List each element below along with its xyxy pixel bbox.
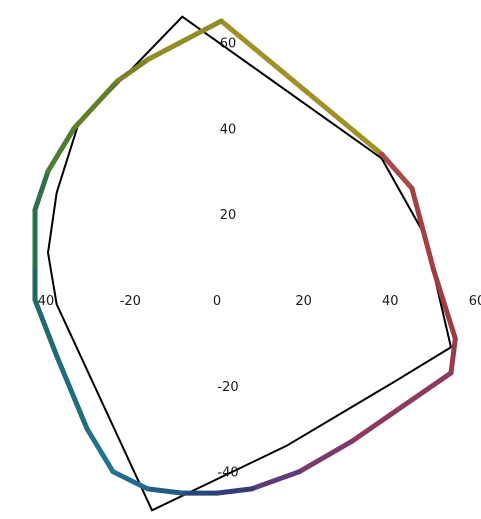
gradient-segment [348,370,454,445]
gradient-segment [84,426,116,475]
gradient-segment [32,168,51,213]
x-tick-labels: -40 -20 0 20 40 60 [33,294,481,309]
gradient-segment [296,439,354,475]
gradient-segment [218,18,385,157]
gradient-segment [32,297,60,359]
y-tick-label: 60 [220,36,237,51]
x-tick-label: 40 [382,294,399,309]
x-tick-label: 0 [213,294,221,309]
gradient-segment [54,353,90,432]
gradient-segment [448,336,458,376]
y-tick-label: -20 [217,380,238,395]
gradient-segment [409,185,437,273]
y-tick-label: 40 [220,122,237,137]
outline-series [47,15,453,512]
gradient-segment [214,486,255,496]
gradient-segment [379,151,415,191]
gradient-segment [249,469,302,492]
y-tick-labels: 60 40 20 -20 -40 [217,36,238,480]
y-tick-label: 20 [220,208,237,223]
outline-polygon [47,15,453,512]
gradient-segment [431,267,458,342]
gradient-segment [114,57,151,84]
gradient-segment [71,78,120,131]
gradient-segment [145,486,185,496]
gradient-segment [145,18,224,63]
x-tick-label: 20 [295,294,312,309]
gradient-segment [110,469,151,492]
gradient-series [32,18,458,496]
x-tick-label: 60 [469,294,481,309]
gradient-segment [45,125,77,174]
x-tick-label: -20 [120,294,141,309]
